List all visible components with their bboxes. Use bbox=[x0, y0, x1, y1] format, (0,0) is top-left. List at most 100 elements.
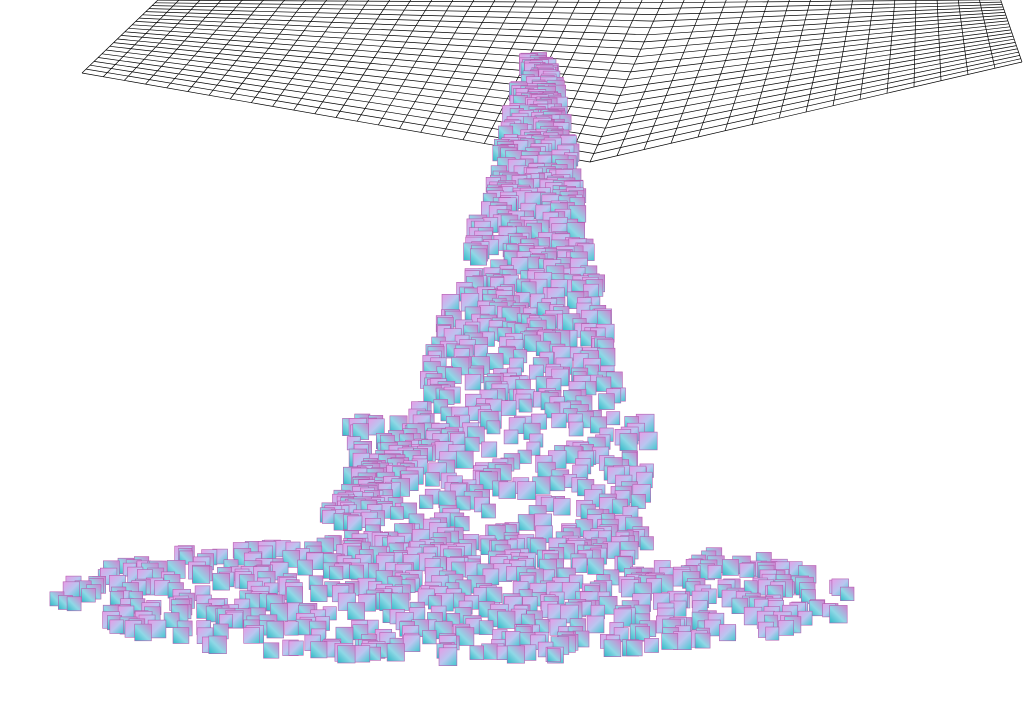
particle-cube bbox=[349, 564, 364, 580]
particle-cube bbox=[546, 648, 561, 663]
particle-cube bbox=[639, 431, 658, 451]
particle-cube bbox=[630, 493, 646, 509]
grid-line bbox=[142, 14, 648, 36]
particle-cube bbox=[571, 557, 588, 573]
grid-line bbox=[593, 58, 1021, 154]
particle-cube bbox=[551, 412, 567, 429]
particle-cube bbox=[310, 641, 328, 659]
particle-cube bbox=[464, 436, 480, 452]
particle-cube bbox=[469, 645, 484, 660]
particle-cube bbox=[518, 398, 533, 413]
grid-line bbox=[623, 32, 1013, 88]
grid-line bbox=[886, 0, 896, 94]
particle-cube bbox=[568, 421, 584, 437]
grid-line bbox=[630, 26, 1010, 73]
particle-cube bbox=[707, 564, 722, 579]
grid-line bbox=[377, 0, 454, 126]
grid-line bbox=[155, 2, 660, 9]
particle-cube bbox=[441, 293, 460, 312]
particle-cube bbox=[192, 565, 211, 584]
grid-line bbox=[650, 9, 1005, 29]
particle-cube bbox=[474, 344, 488, 359]
particle-cube bbox=[329, 565, 344, 581]
particle-cube bbox=[635, 626, 650, 641]
particle-cube bbox=[455, 450, 474, 469]
particle-cube bbox=[505, 631, 521, 647]
grid-line bbox=[627, 29, 1012, 81]
particle-cube bbox=[286, 586, 304, 604]
grid-line bbox=[724, 0, 769, 131]
grid-line bbox=[644, 14, 1006, 43]
particle-cube bbox=[310, 584, 328, 603]
grid-line bbox=[601, 51, 1019, 137]
particle-cube bbox=[367, 418, 385, 436]
particle-cube bbox=[422, 629, 437, 645]
particle-cube bbox=[464, 373, 482, 391]
particle-cube bbox=[390, 506, 404, 520]
grid-line bbox=[659, 1, 1002, 9]
particle-cube bbox=[661, 633, 679, 650]
grid-line bbox=[597, 55, 1020, 146]
particle-cube bbox=[586, 615, 605, 634]
grid-line bbox=[656, 4, 1003, 15]
particle-cube bbox=[455, 495, 471, 511]
particle-cube bbox=[425, 471, 440, 487]
grid-line bbox=[637, 20, 1008, 58]
grid-line bbox=[612, 42, 1016, 113]
grid-line bbox=[132, 24, 638, 58]
particle-cube bbox=[840, 586, 855, 601]
particle-cube bbox=[172, 627, 190, 644]
particle-cube bbox=[109, 619, 124, 634]
grid-line bbox=[148, 8, 654, 22]
particle-cube bbox=[722, 559, 739, 576]
particle-cube bbox=[352, 645, 371, 663]
grid-line bbox=[913, 0, 917, 88]
particle-cube bbox=[438, 647, 458, 666]
particle-cube bbox=[644, 638, 659, 653]
grid-line bbox=[751, 0, 790, 125]
particle-cube bbox=[626, 639, 643, 657]
particle-cube bbox=[481, 441, 498, 458]
grid-line bbox=[356, 0, 433, 122]
particle-cube bbox=[266, 620, 284, 639]
particle-cube bbox=[134, 623, 152, 642]
grid-line bbox=[187, 0, 264, 92]
particle-cube bbox=[478, 620, 494, 635]
particle-cube bbox=[500, 400, 517, 416]
particle-cube bbox=[503, 429, 519, 445]
particle-cube bbox=[66, 596, 82, 612]
grid-line bbox=[697, 0, 748, 138]
particle-cube bbox=[694, 632, 711, 649]
particle-cube bbox=[829, 605, 848, 624]
particle-cube bbox=[352, 423, 369, 440]
particle-cube bbox=[765, 626, 780, 641]
grid-line bbox=[634, 23, 1009, 65]
particle-cube bbox=[386, 643, 405, 662]
particle-cube bbox=[619, 433, 638, 451]
particle-cube bbox=[154, 580, 170, 596]
particle-cube bbox=[639, 536, 654, 551]
particle-cube bbox=[284, 621, 299, 636]
particle-cube bbox=[498, 481, 516, 499]
particle-cube bbox=[481, 503, 496, 519]
particle-cube bbox=[81, 588, 96, 603]
particle-cube bbox=[391, 592, 410, 611]
grid-line bbox=[859, 0, 875, 100]
grid-line bbox=[589, 0, 664, 163]
grid-line bbox=[157, 0, 662, 4]
particle-cube bbox=[419, 494, 434, 509]
grid-line bbox=[102, 0, 180, 77]
grid-line bbox=[152, 5, 657, 15]
grid-line bbox=[619, 35, 1014, 96]
grid-line bbox=[420, 0, 496, 133]
grid-line bbox=[589, 61, 1023, 163]
particle-cube bbox=[549, 475, 566, 492]
grid-line bbox=[139, 17, 645, 43]
particle-cube bbox=[263, 642, 280, 659]
grid-line bbox=[608, 45, 1017, 121]
particle-cloud bbox=[49, 52, 855, 666]
particle-cube bbox=[243, 627, 260, 644]
particle-cube bbox=[469, 248, 487, 266]
